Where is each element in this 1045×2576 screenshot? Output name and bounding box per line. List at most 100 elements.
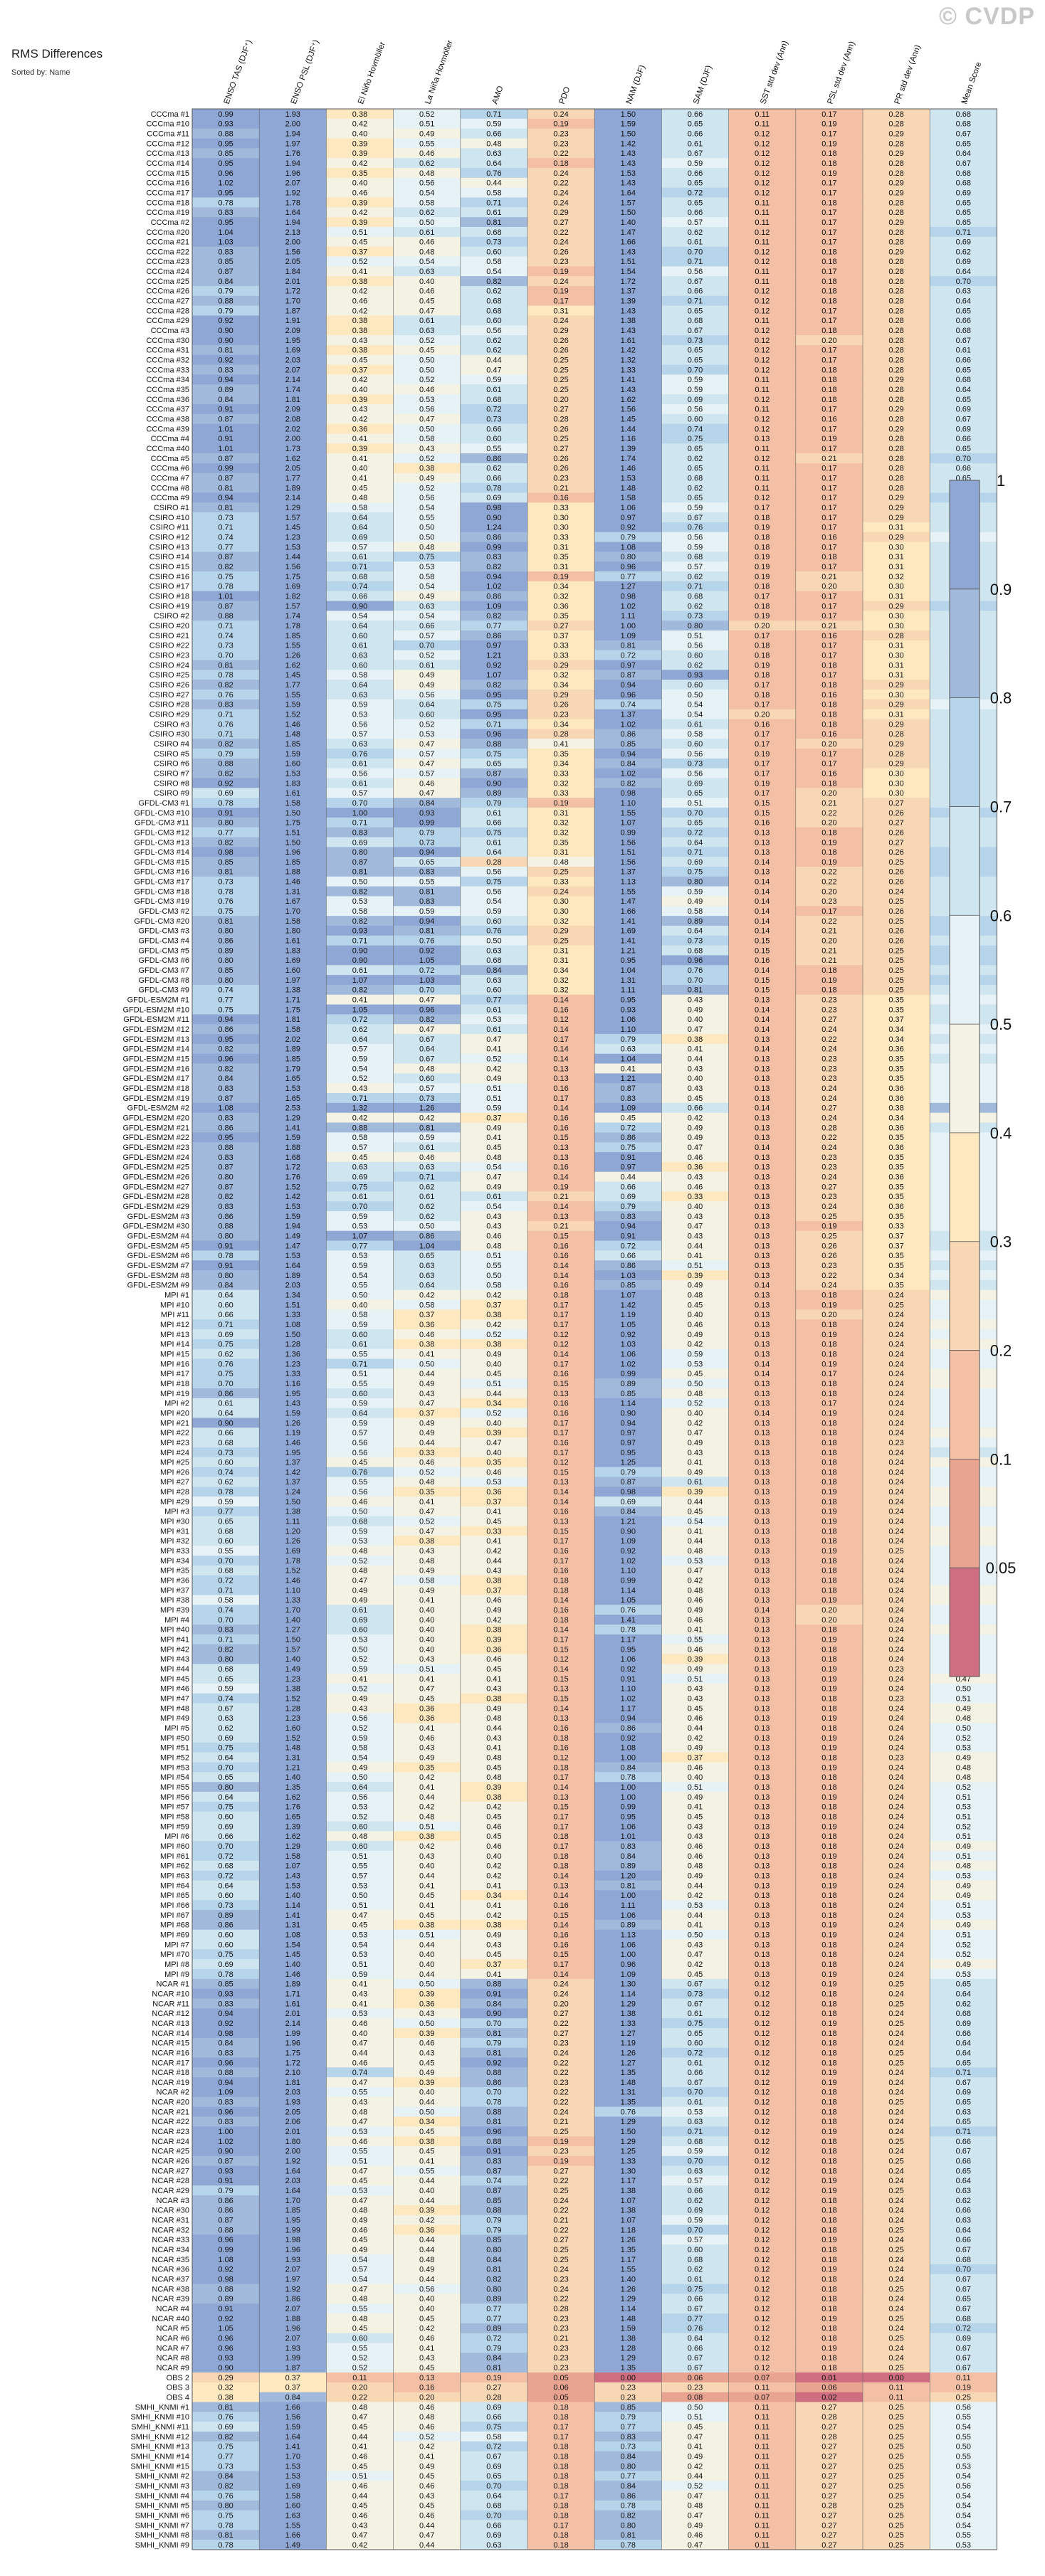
cell-value: 0.51	[688, 632, 703, 640]
cell-value: 1.48	[285, 1744, 300, 1753]
cell-value: 0.48	[688, 1291, 703, 1299]
heatmap-cell	[259, 364, 327, 375]
heatmap-cell	[460, 197, 527, 208]
cell-value: 0.12	[755, 307, 770, 315]
cell-value: 0.13	[755, 1035, 770, 1044]
heatmap-cell	[594, 138, 662, 149]
cell-value: 0.18	[553, 1291, 568, 1299]
cell-value: 0.25	[553, 357, 568, 365]
cell-value: 0.24	[888, 1675, 903, 1684]
heatmap-cell	[460, 394, 527, 405]
cell-value: 0.13	[755, 1586, 770, 1595]
cell-value: 0.77	[218, 543, 233, 551]
cell-value: 0.33	[888, 1223, 903, 1231]
cell-value: 0.20	[821, 887, 836, 896]
cell-value: 0.15	[553, 1468, 568, 1477]
cell-value: 0.13	[755, 1134, 770, 1142]
cell-value: 0.48	[486, 139, 501, 148]
heatmap-cell	[460, 384, 527, 395]
cell-value: 1.45	[285, 671, 300, 680]
heatmap-cell	[460, 118, 527, 129]
cell-value: 1.25	[621, 1459, 636, 1467]
cell-value: 0.43	[352, 1084, 367, 1093]
cell-value: 0.58	[419, 1577, 434, 1585]
cell-value: 1.35	[621, 2069, 636, 2077]
cell-value: 0.11	[755, 465, 770, 473]
cell-value: 0.51	[956, 1812, 971, 1821]
cell-value: 0.19	[821, 1763, 836, 1772]
cell-value: 0.12	[755, 248, 770, 256]
cell-value: 0.22	[821, 878, 836, 887]
cell-value: 0.70	[486, 2089, 501, 2097]
cell-value: 1.52	[285, 710, 300, 719]
cell-value: 0.13	[755, 1881, 770, 1890]
cell-value: 0.17	[755, 681, 770, 690]
cell-value: 0.24	[888, 1881, 903, 1890]
cell-value: 0.49	[688, 1282, 703, 1290]
cell-value: 0.41	[486, 1881, 501, 1890]
heatmap-cell	[393, 374, 461, 385]
cell-value: 0.81	[486, 2118, 501, 2126]
cell-value: 0.83	[621, 1213, 636, 1221]
cell-value: 0.87	[218, 1163, 233, 1172]
cell-value: 1.59	[285, 701, 300, 709]
cell-value: 0.25	[888, 1547, 903, 1556]
cell-value: 0.25	[821, 1232, 836, 1240]
cell-value: 0.11	[755, 475, 770, 483]
cell-value: 0.21	[553, 2118, 568, 2126]
cell-value: 0.17	[821, 208, 836, 217]
heatmap-cell	[326, 118, 394, 129]
heatmap-cell	[326, 344, 394, 356]
heatmap-cell	[326, 246, 394, 257]
cell-value: 0.58	[688, 907, 703, 916]
cell-value: 0.48	[352, 2108, 367, 2116]
cell-value: 0.16	[553, 1124, 568, 1132]
cell-value: 0.22	[821, 868, 836, 877]
cell-value: 0.12	[755, 2099, 770, 2107]
cell-value: 0.38	[419, 1921, 434, 1930]
cell-value: 0.60	[352, 1331, 367, 1339]
cell-value: 0.44	[419, 1970, 434, 1979]
cell-value: 1.46	[285, 1577, 300, 1585]
cell-value: 0.29	[888, 376, 903, 384]
cell-value: 0.25	[821, 1213, 836, 1221]
cell-value: 1.85	[285, 632, 300, 640]
cell-value: 0.24	[888, 1321, 903, 1329]
cell-value: 0.39	[352, 396, 367, 404]
cell-value: 0.13	[553, 1075, 568, 1083]
cell-value: 0.43	[486, 1734, 501, 1743]
cell-value: 0.17	[821, 612, 836, 621]
cell-value: 1.47	[285, 1242, 300, 1250]
cell-value: 0.13	[755, 1400, 770, 1408]
cell-value: 0.64	[352, 524, 367, 532]
cell-value: 0.59	[688, 159, 703, 168]
cell-value: 0.14	[755, 966, 770, 975]
cell-value: 0.25	[553, 937, 568, 946]
cell-value: 0.79	[486, 2039, 501, 2048]
heatmap-cell	[728, 158, 796, 169]
cell-value: 0.25	[888, 946, 903, 955]
cell-value: 0.35	[888, 1262, 903, 1270]
heatmap-cell	[594, 226, 662, 238]
heatmap-cell	[795, 118, 863, 129]
cell-value: 0.70	[956, 455, 971, 463]
cell-value: 0.35	[888, 1065, 903, 1073]
cell-value: 0.16	[553, 1941, 568, 1949]
heatmap-cell	[930, 236, 997, 247]
cell-value: 0.59	[352, 1734, 367, 1743]
cell-value: 0.16	[553, 1439, 568, 1447]
cell-value: 1.06	[621, 1822, 636, 1831]
cell-value: 0.18	[821, 1380, 836, 1388]
heatmap-cell	[863, 167, 930, 179]
cell-value: 1.49	[285, 1232, 300, 1240]
cell-value: 0.13	[755, 1262, 770, 1270]
heatmap-cell	[728, 295, 796, 306]
cell-value: 0.62	[956, 248, 971, 256]
cell-value: 0.56	[419, 179, 434, 188]
cell-value: 0.45	[486, 1832, 501, 1841]
heatmap-cell	[460, 109, 527, 120]
cell-value: 1.04	[621, 966, 636, 975]
cell-value: 0.56	[688, 769, 703, 778]
cell-value: 0.23	[821, 1075, 836, 1083]
cell-value: 0.75	[218, 1951, 233, 1959]
